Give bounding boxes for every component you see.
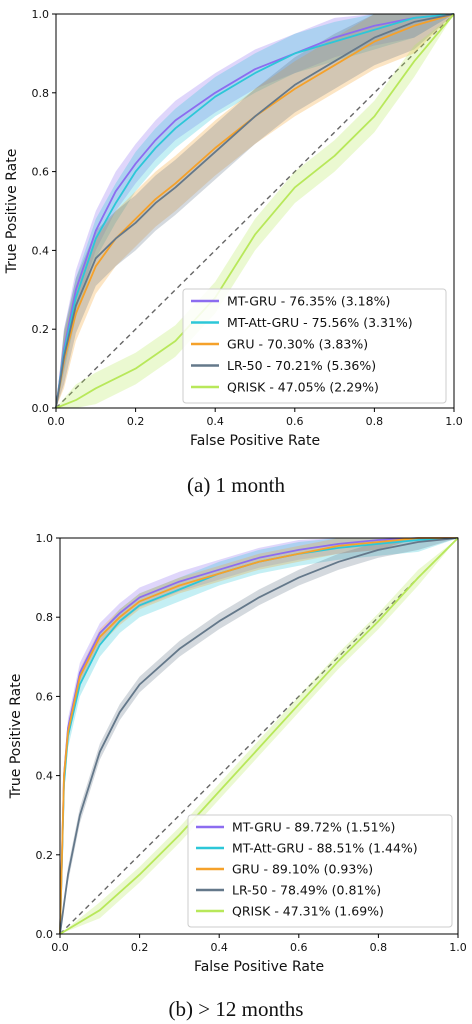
series-band-2 [56,14,454,408]
series-line-4 [55,13,455,409]
series-line-3 [55,13,455,409]
x-axis-label: False Positive Rate [194,959,324,975]
chance-diagonal-line [55,13,455,409]
x-tick-label: 0.0 [47,415,65,428]
x-tick-label: 1.0 [445,415,463,428]
y-axis-label: True Positive Rate [8,674,24,800]
legend-box [187,814,453,928]
series-line-0 [55,13,455,409]
series-band-4 [56,14,454,408]
y-tick-label: 0.6 [32,166,50,179]
y-tick-label: 0.8 [36,611,54,624]
series-line-1 [59,537,459,935]
legend-entry-1: MT-Att-GRU - 88.51% (1.44%) [232,841,418,856]
x-tick-label: 0.4 [210,941,228,954]
x-tick-label: 0.8 [366,415,384,428]
series-line-4 [59,537,459,935]
y-tick-label: 0.2 [36,849,54,862]
x-tick-label: 0.2 [127,415,145,428]
plot-frame [59,537,459,935]
legend-entry-0: MT-GRU - 89.72% (1.51%) [232,820,395,835]
y-tick-label: 1.0 [32,8,50,21]
y-tick-label: 1.0 [36,532,54,545]
legend-entry-2: GRU - 70.30% (3.83%) [227,337,368,352]
x-tick-label: 0.6 [290,941,308,954]
x-tick-label: 0.8 [370,941,388,954]
series-line-3 [59,537,459,935]
x-tick-label: 0.2 [131,941,149,954]
legend-entry-3: LR-50 - 78.49% (0.81%) [232,883,381,898]
legend-entry-1: MT-Att-GRU - 75.56% (3.31%) [227,315,413,330]
y-tick-label: 0.2 [32,323,50,336]
series-line-2 [59,537,458,935]
legend-box [182,288,447,404]
chart-panel-12-months: 0.0 0.2 0.4 0.6 0.8 1.0 0.0 0.2 0.4 0.6 0.8 1.0 Fals… [8,532,467,1021]
series-band-4 [60,538,458,934]
y-tick-label: 0.4 [36,770,54,783]
y-axis-label: True Positive Rate [4,149,20,275]
chart-panel-1-month: 0.0 0.2 0.4 0.6 0.8 1.0 0.0 0.2 0.4 0.6 0.8 1.0 Fals… [4,8,463,497]
chance-diagonal-line [59,537,459,935]
x-axis-label: False Positive Rate [190,433,320,449]
legend-entry-3: LR-50 - 70.21% (5.36%) [227,358,376,373]
legend-entry-4: QRISK - 47.05% (2.29%) [227,380,379,395]
y-tick-label: 0.6 [36,690,54,703]
series-band-3 [56,14,454,408]
x-tick-label: 0.4 [206,415,224,428]
legend-entry-0: MT-GRU - 76.35% (3.18%) [227,294,390,309]
panel-caption: (b) > 12 months [169,997,304,1021]
x-tick-label: 0.6 [286,415,304,428]
x-tick-label: 0.0 [51,941,69,954]
series-line-1 [55,13,455,409]
legend-entry-4: QRISK - 47.31% (1.69%) [232,904,384,919]
series-line-2 [55,13,455,409]
y-tick-label: 0.0 [32,402,50,415]
panel-caption: (a) 1 month [187,473,285,497]
y-tick-label: 0.8 [32,87,50,100]
y-tick-label: 0.0 [36,928,54,941]
y-tick-label: 0.4 [32,244,50,257]
plot-frame [55,13,455,409]
legend-entry-2: GRU - 89.10% (0.93%) [232,862,373,877]
series-band-1 [56,14,454,408]
x-tick-label: 1.0 [449,941,467,954]
